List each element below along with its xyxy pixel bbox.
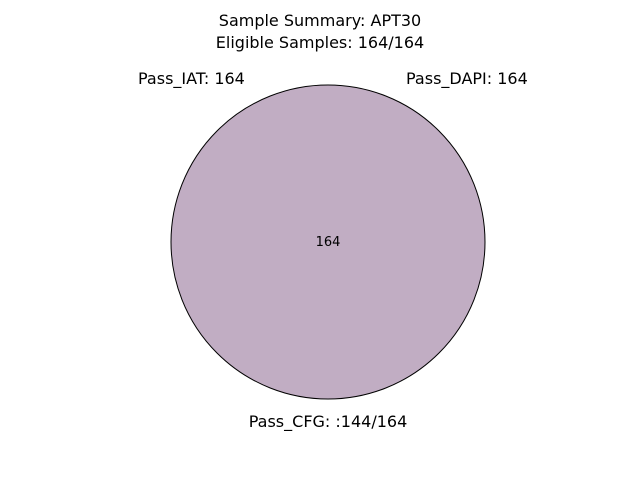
set-label-pass-iat: Pass_IAT: 164 <box>138 69 245 88</box>
set-label-pass-dapi: Pass_DAPI: 164 <box>406 69 528 88</box>
venn-circle-all-sets <box>170 84 486 400</box>
chart-title-line2: Eligible Samples: 164/164 <box>215 33 425 52</box>
set-label-pass-cfg: Pass_CFG: :144/164 <box>248 412 408 431</box>
region-count-label: 164 <box>316 235 341 250</box>
chart-title-line1: Sample Summary: APT30 <box>218 11 422 30</box>
